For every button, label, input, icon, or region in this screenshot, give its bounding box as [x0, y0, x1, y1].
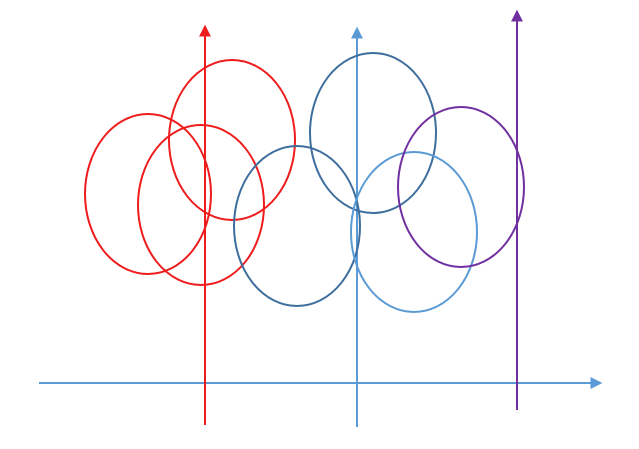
red-ellipse-left: [84, 113, 212, 275]
light-blue-ellipse: [350, 151, 478, 313]
dark-blue-ellipse-top: [309, 52, 437, 214]
red-ellipse-bottom: [137, 124, 265, 286]
red-ellipse-top: [168, 59, 296, 221]
dark-blue-ellipse-bottom: [233, 145, 361, 307]
purple-ellipse: [397, 106, 525, 268]
